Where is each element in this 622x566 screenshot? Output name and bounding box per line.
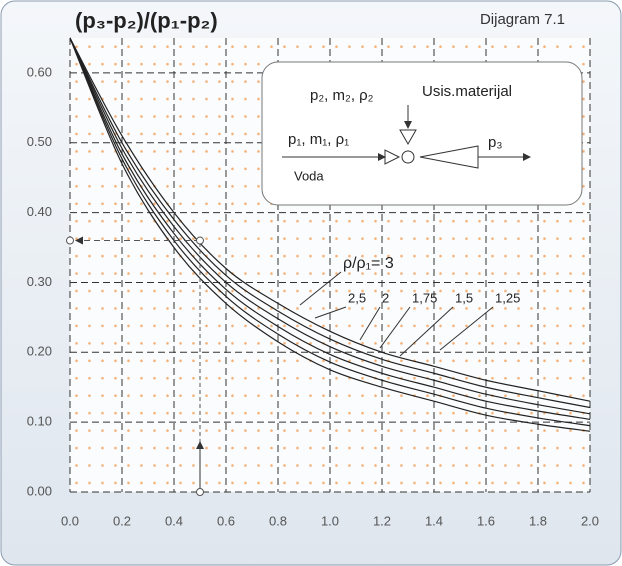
- example-point: [196, 236, 204, 245]
- x-tick-label: 1.4: [425, 513, 443, 528]
- line: [69, 37, 591, 432]
- leader-line: [379, 306, 411, 349]
- inset-box: [261, 61, 583, 206]
- series-label: 2,5: [348, 290, 366, 305]
- y-tick-label: 0.10: [27, 414, 52, 429]
- series-label: 1,5: [455, 290, 473, 305]
- inset-inlet-label: Voda: [294, 168, 324, 183]
- example-point: [196, 488, 204, 496]
- x-tick-label: 0.2: [113, 513, 131, 528]
- leader-line: [399, 306, 454, 357]
- line: [69, 37, 591, 415]
- x-tick-label: 2.0: [581, 513, 599, 528]
- series-label: 1,75: [412, 290, 437, 305]
- leader-line: [439, 306, 494, 351]
- x-tick-label: 0.0: [61, 513, 79, 528]
- series-label: 1,25: [495, 290, 520, 305]
- x-tick-label: 1.6: [477, 513, 495, 528]
- x-tick-label: 0.6: [217, 513, 235, 528]
- y-tick-label: 0.30: [27, 274, 52, 289]
- y-tick-label: 0.20: [27, 344, 52, 359]
- line: [69, 37, 591, 427]
- leader-line: [314, 306, 347, 319]
- inset-outlet: p₃: [488, 134, 502, 151]
- x-tick-label: 0.8: [269, 513, 287, 528]
- inset-inlet: p₁, m₁, ρ₁: [288, 131, 349, 148]
- chart-title: (p₃-p₂)/(p₁-p₂): [75, 8, 218, 33]
- series-label: ρ/ρ₁= 3: [343, 255, 394, 272]
- y-tick-label: 0.60: [27, 64, 52, 79]
- chart-subtitle: Dijagram 7.1: [480, 11, 565, 28]
- line: [69, 37, 591, 402]
- x-tick-label: 1.0: [321, 513, 339, 528]
- leader-line: [299, 271, 342, 306]
- example-point: [66, 236, 74, 245]
- x-tick-label: 1.2: [373, 513, 391, 528]
- inset-diagram: [282, 105, 531, 169]
- leader-line: [359, 306, 381, 341]
- line: [69, 37, 591, 420]
- inset-suction-label: Usis.materijal: [422, 83, 512, 100]
- line: [69, 37, 591, 409]
- y-tick-label: 0.40: [27, 204, 52, 219]
- y-tick-label: 0.00: [27, 483, 52, 498]
- series-label: 2: [382, 290, 389, 305]
- inset-suction: p₂, m₂, ρ₂: [310, 87, 374, 104]
- x-tick-label: 1.8: [529, 513, 547, 528]
- x-tick-label: 0.4: [165, 513, 183, 528]
- y-tick-label: 0.50: [27, 134, 52, 149]
